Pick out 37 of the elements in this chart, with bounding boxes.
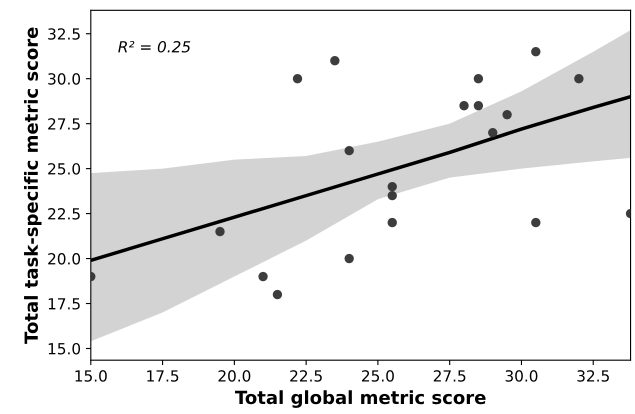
- point: [272, 290, 282, 300]
- point: [388, 182, 397, 192]
- annotation: R² = 0.25: [118, 40, 190, 53]
- x-tick-label: 30.0: [506, 370, 538, 382]
- x-tick-label: 27.5: [434, 370, 466, 382]
- y-tick-label: 30.0: [48, 73, 80, 85]
- x-tick-label: 25.0: [362, 370, 394, 382]
- point: [344, 254, 354, 264]
- point: [344, 146, 354, 156]
- y-tick-label: 15.0: [48, 342, 80, 355]
- y-tick-label: 25.0: [48, 163, 80, 175]
- y-axis-title: Total task-specific metric score: [24, 27, 42, 344]
- point: [531, 47, 540, 56]
- point: [258, 272, 268, 282]
- point: [474, 101, 484, 110]
- point: [474, 74, 484, 84]
- y-tick-label: 22.5: [48, 208, 80, 220]
- x-tick-label: 32.5: [577, 370, 609, 382]
- x-tick-label: 17.5: [147, 370, 178, 382]
- point: [388, 218, 397, 228]
- y-tick-label: 20.0: [48, 253, 80, 265]
- point: [488, 128, 498, 138]
- y-tick-label: 27.5: [48, 118, 80, 130]
- point: [330, 56, 340, 66]
- y-tick-label: 17.5: [48, 298, 80, 310]
- point: [292, 74, 302, 84]
- point: [574, 74, 584, 84]
- x-tick-label: 20.0: [218, 370, 250, 382]
- point: [502, 110, 512, 120]
- point: [531, 218, 540, 228]
- x-tick-label: 22.5: [290, 370, 322, 382]
- x-axis-title: Total global metric score: [235, 390, 486, 408]
- point: [215, 226, 225, 236]
- point: [388, 190, 397, 200]
- point: [459, 101, 469, 110]
- y-tick-label: 32.5: [48, 28, 80, 40]
- x-tick-label: 15.0: [75, 370, 107, 382]
